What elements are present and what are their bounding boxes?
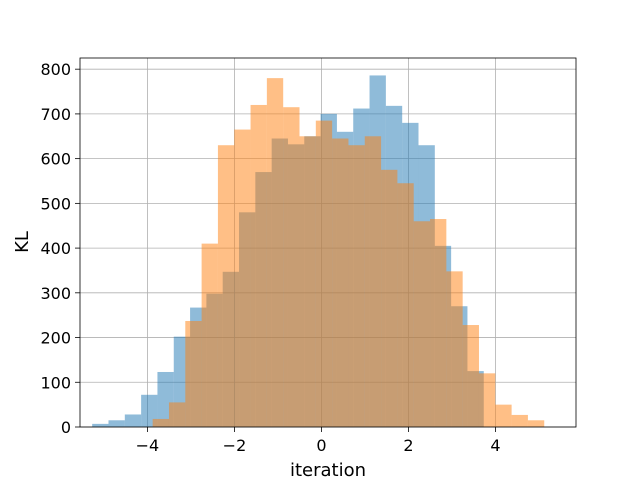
y-tick-label-1: 100: [40, 373, 71, 392]
ticks: −4 −2 0 2 4 0 100 200 300 400 500 600 700 800: [40, 60, 500, 455]
y-tick-label-4: 400: [40, 239, 71, 258]
histogram-bar-series-2-bin-17: [413, 221, 431, 427]
x-tick-label-1: −2: [223, 436, 247, 455]
y-tick-label-3: 300: [40, 284, 71, 303]
x-tick-label-3: 2: [403, 436, 413, 455]
histogram-bar-series-1-bin-2: [108, 420, 125, 427]
y-tick-label-5: 500: [40, 194, 71, 213]
y-axis-label: KL: [12, 231, 33, 253]
x-axis-label: iteration: [290, 460, 366, 480]
histogram-bar-series-2-bin-12: [332, 138, 349, 427]
histogram-bar-series-2-bin-23: [511, 414, 528, 427]
histogram-bar-series-2-bin-16: [397, 183, 414, 427]
histogram-bar-series-2-bin-18: [430, 219, 447, 427]
histogram-bar-series-2-bin-22: [495, 404, 512, 427]
histogram-bar-series-1-bin-3: [124, 414, 142, 427]
histogram-bar-series-2-bin-4: [201, 243, 218, 427]
y-tick-label-7: 700: [40, 105, 71, 124]
histogram-bar-series-2-bin-5: [217, 145, 235, 427]
histogram-bar-series-2-bin-14: [364, 136, 382, 428]
y-tick-label-2: 200: [40, 329, 71, 348]
histogram-bar-series-2-bin-7: [250, 104, 267, 428]
histogram-bar-series-1-bin-1: [92, 423, 109, 427]
histogram-bar-series-2-bin-15: [381, 169, 398, 427]
histogram-bar-series-2-bin-11: [315, 120, 333, 428]
histogram-bar-series-2-bin-1: [152, 418, 169, 427]
x-tick-label-4: 4: [490, 436, 500, 455]
histogram-bar-series-2-bin-19: [446, 271, 463, 427]
histogram-bar-series-2-bin-20: [462, 325, 479, 427]
histogram-bar-series-2-bin-8: [266, 78, 284, 428]
histogram-bar-series-2-bin-6: [234, 129, 251, 427]
histogram-bar-series-2-bin-24: [527, 420, 545, 427]
histogram-bar-series-2-bin-10: [299, 136, 316, 428]
y-tick-label-8: 800: [40, 60, 71, 79]
histogram-bar-series-2-bin-13: [348, 145, 365, 427]
y-tick-label-6: 600: [40, 150, 71, 169]
histogram-bar-series-2-bin-2: [168, 402, 186, 427]
bars: [92, 75, 545, 428]
histogram-bar-series-2-bin-21: [478, 373, 496, 427]
y-tick-label-0: 0: [61, 418, 71, 437]
x-tick-label-0: −4: [136, 436, 160, 455]
x-tick-label-2: 0: [316, 436, 326, 455]
histogram-bar-series-2-bin-3: [185, 320, 202, 427]
histogram-bar-series-2-bin-9: [283, 107, 300, 427]
plot-frame: [79, 57, 577, 428]
